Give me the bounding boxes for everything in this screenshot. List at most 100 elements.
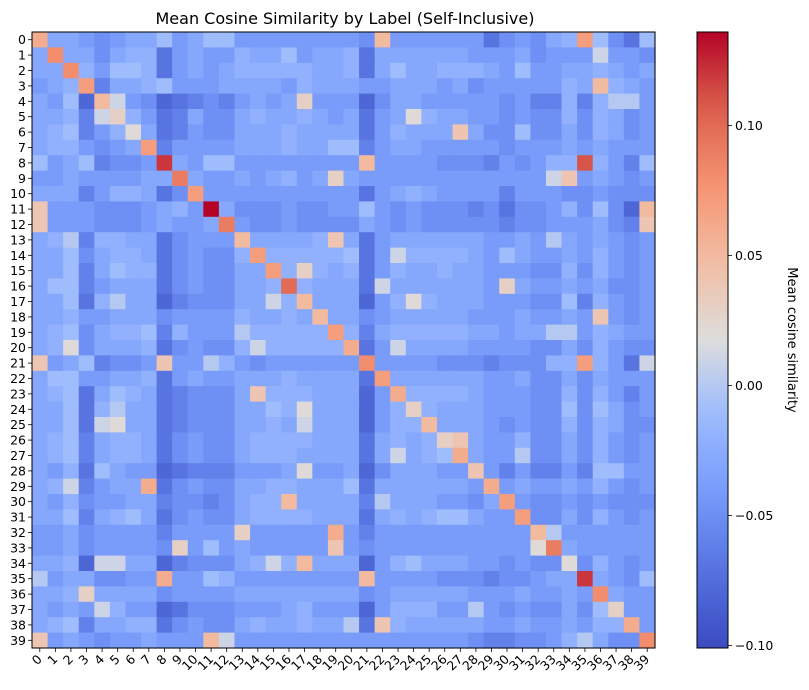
heatmap-cell	[514, 601, 532, 618]
heatmap-cell	[421, 417, 438, 433]
heatmap-cell	[312, 78, 329, 95]
heatmap-cell	[530, 340, 547, 356]
heatmap-cell	[421, 109, 438, 125]
heatmap-cell	[94, 293, 111, 310]
heatmap-cell	[592, 124, 609, 141]
heatmap-cell	[545, 293, 563, 310]
heatmap-cell	[234, 447, 251, 464]
heatmap-cell	[109, 432, 127, 449]
heatmap-cell	[312, 509, 329, 526]
heatmap-cell	[608, 417, 625, 433]
heatmap-cell	[421, 401, 438, 418]
heatmap-cell	[109, 632, 127, 649]
heatmap-cell	[32, 463, 49, 480]
heatmap-cell	[250, 309, 267, 326]
heatmap-cell	[421, 216, 438, 233]
heatmap-cell	[359, 447, 376, 464]
heatmap-cell	[514, 32, 532, 48]
heatmap-cell	[436, 47, 454, 64]
heatmap-cell	[218, 309, 236, 326]
heatmap-cell	[296, 47, 313, 64]
heatmap-cell	[156, 201, 173, 218]
colorbar-label: Mean cosine similarity	[784, 267, 799, 413]
heatmap-cell	[296, 601, 313, 618]
heatmap-cell	[499, 93, 516, 110]
heatmap-cell	[63, 247, 80, 264]
heatmap-cell	[421, 478, 438, 495]
heatmap-cell	[514, 278, 532, 295]
heatmap-cell	[499, 601, 516, 618]
heatmap-cell	[296, 32, 313, 48]
heatmap-cell	[343, 263, 360, 279]
heatmap-cell	[218, 232, 236, 249]
heatmap-cell	[203, 232, 220, 249]
heatmap-cell	[312, 62, 329, 79]
heatmap-cell	[343, 340, 360, 356]
heatmap-cell	[405, 309, 422, 326]
heatmap-cell	[141, 432, 158, 449]
heatmap-cell	[421, 571, 438, 587]
heatmap-cell	[172, 32, 189, 48]
heatmap-cell	[639, 201, 656, 218]
heatmap-cell	[359, 432, 376, 449]
heatmap-cell	[47, 232, 64, 249]
heatmap-cell	[141, 93, 158, 110]
heatmap-cell	[483, 401, 500, 418]
heatmap-cell	[608, 139, 625, 156]
heatmap-cell	[281, 370, 298, 387]
heatmap-cell	[156, 278, 173, 295]
heatmap-cell	[514, 309, 532, 326]
heatmap-cell	[545, 432, 563, 449]
heatmap-cell	[265, 463, 282, 480]
heatmap-cell	[78, 478, 95, 495]
heatmap-cell	[623, 247, 641, 264]
heatmap-cell	[187, 32, 204, 48]
heatmap-cell	[545, 201, 563, 218]
y-tick-label: 35	[10, 571, 26, 586]
heatmap-cell	[109, 62, 127, 79]
heatmap-cell	[109, 540, 127, 557]
y-tick-label: 5	[18, 109, 26, 124]
heatmap-cell	[203, 478, 220, 495]
heatmap-cell	[109, 124, 127, 141]
heatmap-cell	[265, 155, 282, 172]
heatmap-cell	[312, 201, 329, 218]
heatmap-cell	[32, 78, 49, 95]
heatmap-cell	[47, 124, 64, 141]
heatmap-cell	[623, 170, 641, 187]
heatmap-cell	[78, 586, 95, 603]
heatmap-cell	[265, 324, 282, 341]
heatmap-cell	[374, 401, 391, 418]
heatmap-cell	[312, 432, 329, 449]
heatmap-cell	[390, 617, 407, 634]
heatmap-cell	[141, 309, 158, 326]
heatmap-cell	[63, 78, 80, 95]
heatmap-cell	[499, 216, 516, 233]
heatmap-cell	[499, 571, 516, 587]
heatmap-cell	[436, 109, 454, 125]
heatmap-cell	[250, 617, 267, 634]
heatmap-cell	[296, 232, 313, 249]
heatmap-cell	[452, 571, 469, 587]
heatmap-cell	[343, 278, 360, 295]
heatmap-cell	[545, 155, 563, 172]
heatmap-cell	[234, 478, 251, 495]
heatmap-cell	[405, 509, 422, 526]
heatmap-cell	[545, 401, 563, 418]
heatmap-cell	[250, 139, 267, 156]
heatmap-cell	[312, 186, 329, 202]
heatmap-cell	[561, 524, 578, 541]
heatmap-cell	[545, 417, 563, 433]
heatmap-cell	[187, 571, 204, 587]
heatmap-cell	[545, 78, 563, 95]
heatmap-cell	[218, 509, 236, 526]
heatmap-cell	[234, 324, 251, 341]
heatmap-cell	[94, 540, 111, 557]
y-tick-label: 21	[10, 356, 26, 371]
heatmap-cell	[592, 386, 609, 403]
heatmap-cell	[265, 432, 282, 449]
heatmap-cell	[250, 386, 267, 403]
heatmap-cell	[608, 62, 625, 79]
heatmap-cell	[172, 478, 189, 495]
heatmap-cell	[545, 186, 563, 202]
